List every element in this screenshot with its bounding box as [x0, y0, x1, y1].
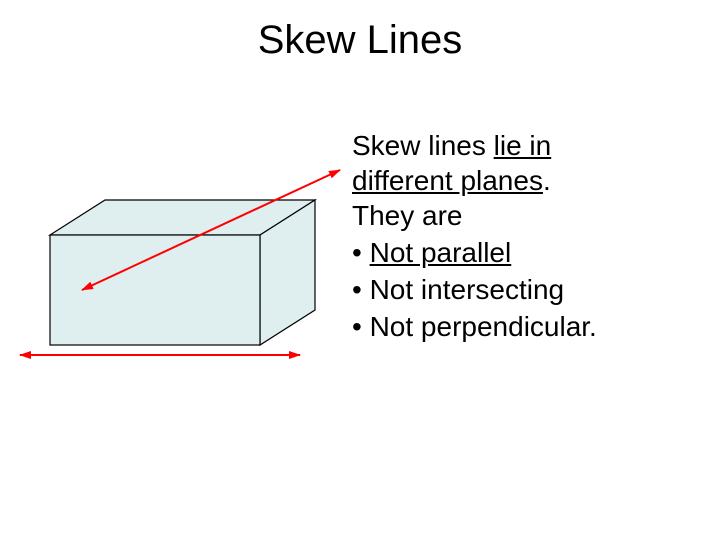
bullet-1-underlined: Not parallel: [370, 237, 512, 268]
bullet-3: • Not perpendicular.: [352, 309, 692, 344]
box-front-face: [50, 235, 260, 345]
bullet-2: • Not intersecting: [352, 272, 692, 307]
text-line-1-underlined: lie in: [494, 130, 552, 161]
text-line-2-suffix: .: [543, 165, 551, 196]
diagram-svg: [20, 150, 340, 400]
skew-lines-diagram: [20, 150, 340, 400]
body-text-block: Skew lines lie in different planes. They…: [352, 128, 692, 344]
bullet-1-prefix: •: [352, 237, 370, 268]
text-line-2-underlined: different planes: [352, 165, 543, 196]
text-line-3: They are: [352, 198, 692, 233]
text-line-2: different planes.: [352, 163, 692, 198]
text-line-1-prefix: Skew lines: [352, 130, 494, 161]
slide: Skew Lines Skew lines lie in different p…: [0, 0, 720, 540]
bullet-1: • Not parallel: [352, 235, 692, 270]
slide-title: Skew Lines: [0, 18, 720, 63]
text-line-1: Skew lines lie in: [352, 128, 692, 163]
